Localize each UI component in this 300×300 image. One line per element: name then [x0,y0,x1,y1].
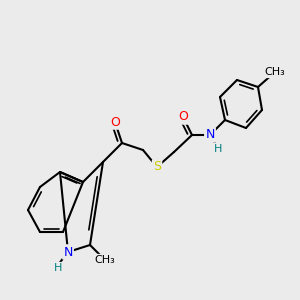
Text: CH₃: CH₃ [94,255,116,265]
Text: H: H [54,263,62,273]
Text: O: O [110,116,120,128]
Text: N: N [205,128,215,142]
Text: H: H [214,144,222,154]
Text: N: N [63,245,73,259]
Text: CH₃: CH₃ [265,67,285,77]
Text: O: O [178,110,188,124]
Text: S: S [153,160,161,173]
